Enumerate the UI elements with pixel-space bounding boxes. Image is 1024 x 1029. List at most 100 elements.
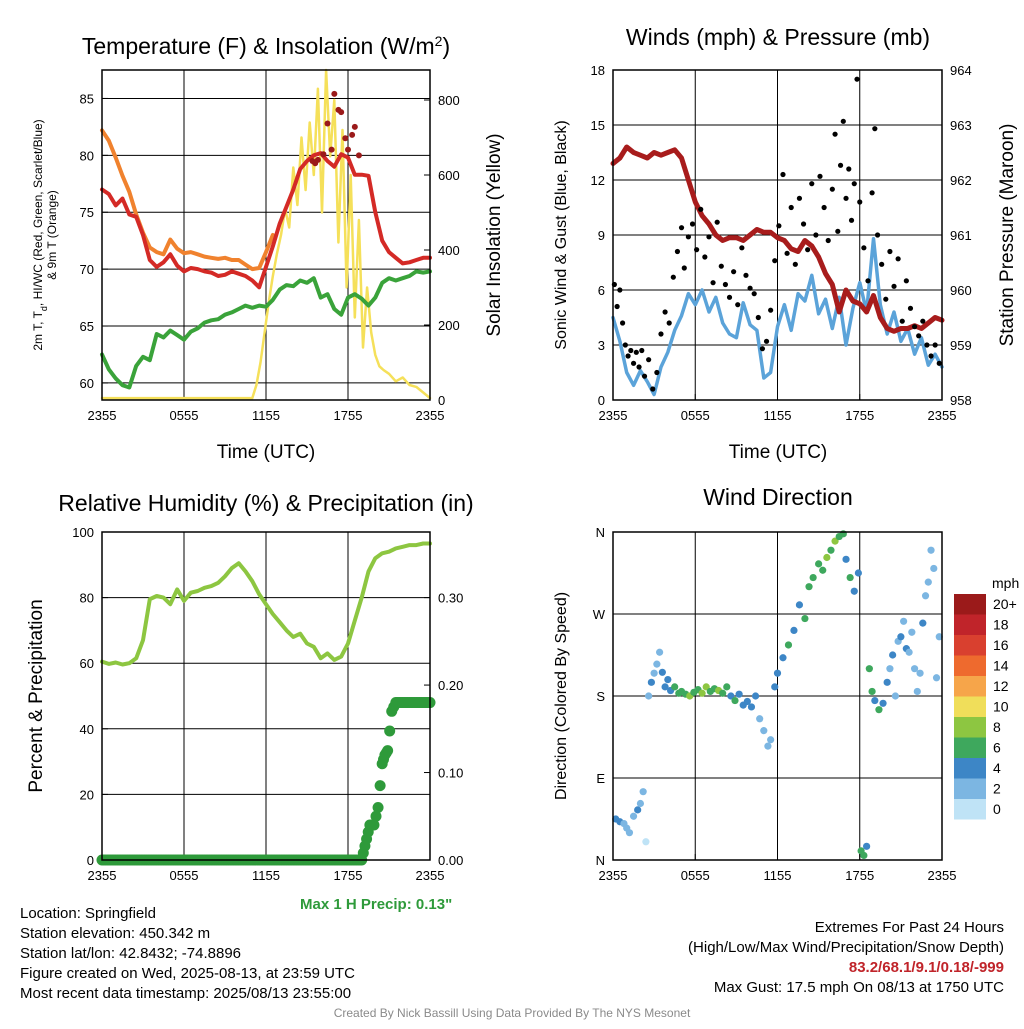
wind-direction-point bbox=[645, 692, 653, 700]
wind-direction-point bbox=[932, 674, 941, 682]
gust-point bbox=[628, 347, 634, 354]
y-tick-label: 60 bbox=[80, 656, 94, 671]
y-tick-label: 80 bbox=[80, 591, 94, 606]
gust-point bbox=[646, 357, 652, 363]
gust-point bbox=[617, 287, 623, 293]
wind-direction-point bbox=[642, 838, 650, 846]
gust-point bbox=[714, 219, 720, 225]
station-info: Location: Springfield Station elevation:… bbox=[20, 904, 355, 1004]
wind-direction-point bbox=[735, 690, 743, 698]
y-axis-label: Direction (Colored By Speed) bbox=[553, 592, 570, 800]
y-right-tick-label: 964 bbox=[950, 63, 972, 78]
x-tick-label: 2355 bbox=[416, 408, 445, 423]
wind-direction-point bbox=[819, 566, 827, 574]
wind-direction-point bbox=[871, 696, 879, 705]
heat-index-point bbox=[342, 135, 349, 142]
y-tick-label: 18 bbox=[591, 63, 605, 78]
y-axis-label-line2: & 9m T (Orange) bbox=[45, 190, 59, 280]
gust-point bbox=[924, 342, 930, 348]
x-tick-label: 0555 bbox=[681, 868, 710, 883]
gust-point bbox=[832, 131, 838, 137]
gust-point bbox=[755, 314, 761, 321]
gust-point bbox=[674, 248, 681, 255]
wind-direction-point bbox=[879, 699, 887, 707]
gust-point bbox=[928, 353, 934, 359]
heat-index-point bbox=[345, 146, 351, 153]
x-tick-label: 2355 bbox=[88, 868, 117, 883]
wind-direction-point bbox=[842, 555, 850, 563]
y-tick-label: 65 bbox=[80, 319, 94, 334]
wind-direction-point bbox=[930, 564, 938, 573]
gust-point bbox=[792, 261, 798, 267]
gust-point bbox=[809, 181, 815, 187]
y-right-tick-label: 0 bbox=[438, 393, 445, 408]
wind-direction-point bbox=[889, 651, 897, 659]
precip-point bbox=[384, 725, 396, 737]
wind-direction-point bbox=[883, 678, 891, 686]
wind-direction-point bbox=[661, 683, 669, 691]
legend-label: 20+ bbox=[993, 596, 1017, 612]
gust-point bbox=[821, 204, 827, 211]
heat-index-point bbox=[314, 156, 321, 163]
wind-direction-point bbox=[815, 560, 823, 568]
x-tick-label: 1755 bbox=[334, 408, 363, 423]
gust-point bbox=[641, 373, 648, 379]
plot-frame bbox=[612, 69, 943, 401]
y-tick-label: 100 bbox=[72, 525, 94, 540]
wind-direction-point bbox=[921, 592, 930, 600]
x-tick-label: 0555 bbox=[170, 868, 199, 883]
y-right-tick-label: 800 bbox=[438, 93, 460, 108]
gust-point bbox=[874, 232, 881, 238]
y-right-tick-label: 0.20 bbox=[438, 678, 463, 693]
gust-point bbox=[772, 258, 778, 264]
gust-point bbox=[625, 353, 631, 359]
legend-swatch bbox=[954, 758, 986, 779]
wind-direction-point bbox=[767, 736, 775, 744]
chart-title-humidity: Relative Humidity (%) & Precipitation (i… bbox=[58, 490, 473, 516]
location-text: Location: Springfield bbox=[20, 905, 156, 922]
gust-point bbox=[936, 360, 942, 366]
gust-point bbox=[751, 291, 757, 297]
y-right-tick-label: 400 bbox=[438, 243, 460, 258]
legend-label: 6 bbox=[993, 740, 1001, 756]
gust-point bbox=[639, 347, 645, 354]
gust-point bbox=[694, 247, 700, 253]
wind-direction-point bbox=[698, 689, 706, 697]
gust-point bbox=[895, 256, 901, 262]
legend-swatch bbox=[954, 778, 986, 799]
y-axis-label: Sonic Wind & Gust (Blue, Black) bbox=[553, 120, 570, 349]
wind-direction-point bbox=[908, 628, 916, 636]
y-tick-label: 60 bbox=[80, 376, 94, 391]
wind-direction-point bbox=[850, 587, 858, 595]
gust-point bbox=[872, 126, 878, 132]
gust-point bbox=[763, 338, 770, 344]
legend-swatch bbox=[954, 655, 986, 676]
y-tick-label: 0 bbox=[87, 853, 94, 868]
x-tick-label: 1755 bbox=[845, 868, 874, 883]
gust-point bbox=[817, 173, 823, 179]
y-tick-label: 70 bbox=[80, 262, 94, 277]
gust-point bbox=[718, 263, 724, 269]
legend-label: 8 bbox=[993, 719, 1001, 735]
gust-point bbox=[837, 162, 844, 168]
y-right-tick-label: 0.00 bbox=[438, 853, 463, 868]
gust-point bbox=[840, 118, 846, 124]
x-tick-label: 1755 bbox=[334, 868, 363, 883]
x-tick-label: 2355 bbox=[599, 868, 628, 883]
gust-point bbox=[685, 234, 691, 240]
wind-direction-point bbox=[634, 806, 642, 814]
gust-point bbox=[630, 360, 637, 366]
wind-direction-point bbox=[658, 668, 666, 676]
gust-point bbox=[848, 217, 855, 223]
solar-line bbox=[100, 68, 432, 400]
heat-index-point bbox=[331, 90, 338, 97]
gust-point bbox=[698, 206, 704, 212]
y-right-tick-label: 961 bbox=[950, 228, 972, 243]
y-tick-label: 9 bbox=[598, 228, 605, 243]
gust-point bbox=[903, 278, 909, 284]
chart-title-winds: Winds (mph) & Pressure (mb) bbox=[626, 24, 930, 50]
x-tick-label: 2355 bbox=[928, 408, 957, 423]
legend-title: mph bbox=[992, 575, 1019, 591]
extremes-title: Extremes For Past 24 Hours bbox=[814, 919, 1004, 936]
